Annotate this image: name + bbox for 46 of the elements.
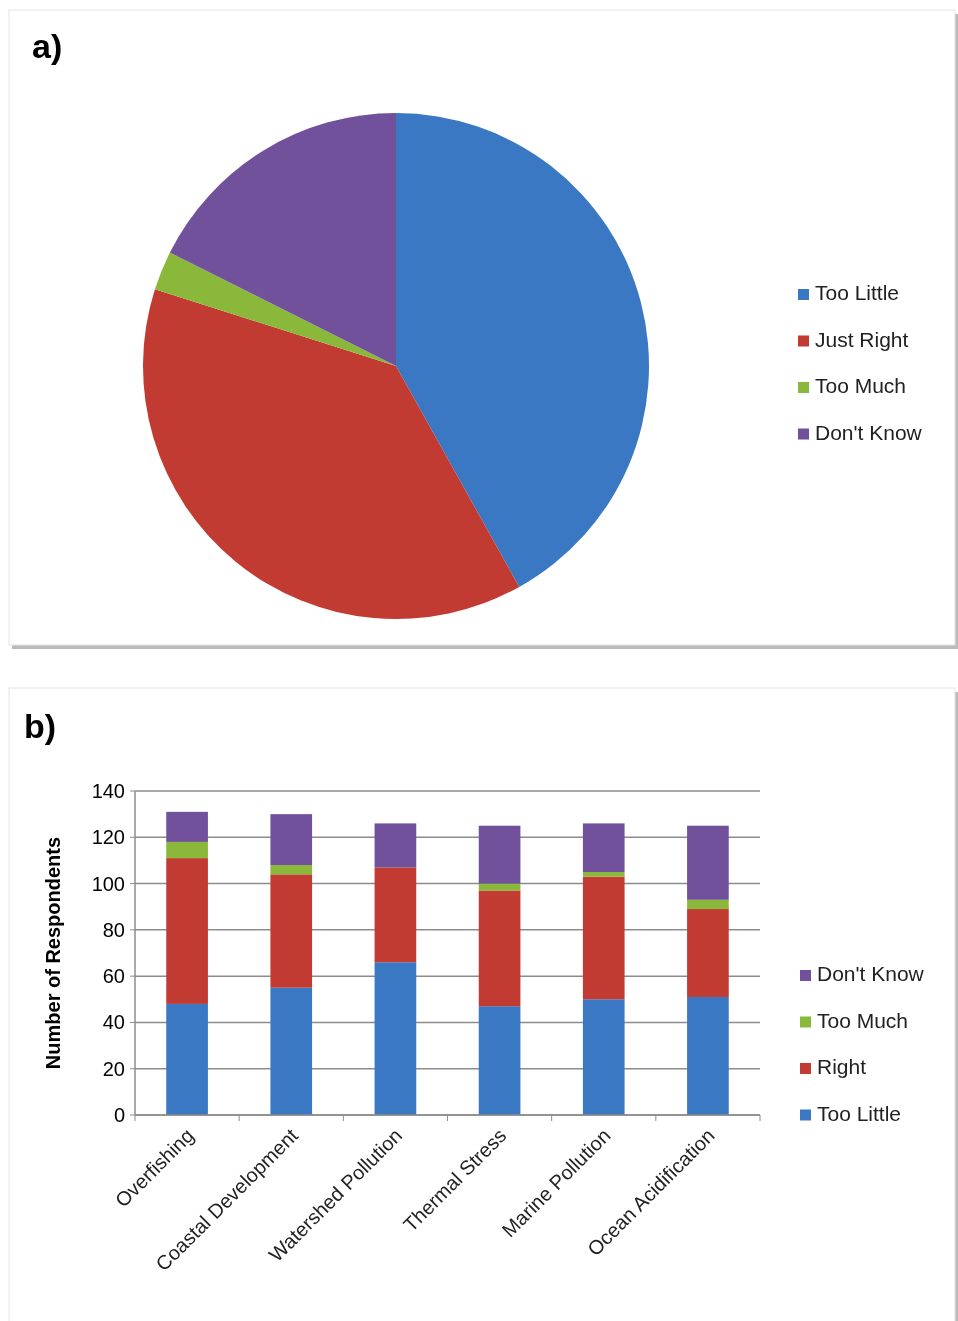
y-tick-label: 40 [102,1011,125,1034]
legend-label: Just Right [815,327,909,351]
bar [478,883,521,891]
bar [582,999,625,1115]
bar [478,1006,521,1115]
y-tick-label: 20 [102,1057,125,1080]
legend-label: Too Little [815,281,900,304]
bar [687,996,729,1115]
y-tick-label: 100 [91,872,125,895]
bar [270,987,313,1115]
bar [374,962,417,1115]
chart-title: a) [32,27,63,65]
bar [687,909,729,997]
y-tick-label: 140 [91,780,125,802]
bar [270,814,313,866]
bar [270,865,313,875]
bar [582,872,625,877]
bar [374,823,417,868]
bar [270,874,313,988]
bar [166,1003,208,1115]
pie-slice [169,113,396,366]
pie-slice [396,113,649,587]
bar [582,876,625,1000]
bar [166,858,208,1004]
bar [687,825,729,900]
legend-label: Don't Know [815,420,923,444]
y-tick-label: 120 [91,826,125,849]
y-axis-title: Number of Respondents [42,836,64,1070]
bar [478,825,521,884]
legend-label: Too Little [817,1101,902,1125]
bar [166,811,208,842]
pie-slice [143,289,520,619]
y-tick-label: 0 [113,1104,125,1126]
bar [374,867,417,963]
legend-label: Don't Know [817,962,925,985]
bar [478,890,521,1007]
y-tick-label: 60 [102,965,125,988]
legend-label: Too Much [817,1008,909,1032]
chart-title: b) [24,707,57,745]
y-tick-label: 80 [102,918,125,941]
bar [687,899,729,910]
legend-label: Too Much [815,374,907,397]
bar [582,823,625,872]
bar [166,841,208,859]
legend-label: Right [817,1055,867,1078]
pie-slice [154,252,396,366]
